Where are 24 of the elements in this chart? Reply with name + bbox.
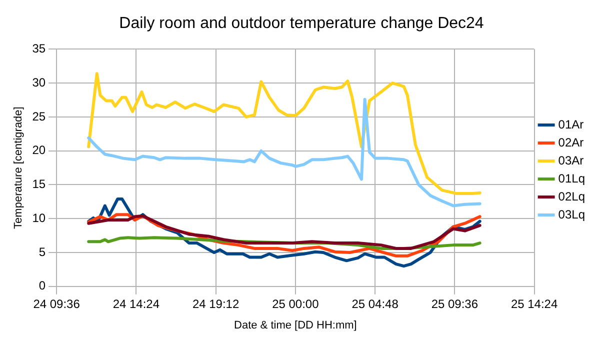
x-tick-label: 25 09:36: [431, 296, 478, 311]
y-tick-label: 25: [32, 109, 46, 124]
x-tick-label: 25 04:48: [352, 296, 399, 311]
chart-title: Daily room and outdoor temperature change Dec24: [119, 15, 484, 32]
legend-label: 02Ar: [558, 135, 584, 150]
x-axis-title: Date & time [DD HH:mm]: [234, 319, 357, 332]
x-tick-label: 24 14:24: [112, 296, 160, 311]
y-tick-label: 15: [32, 177, 46, 192]
x-tick-label: 25 00:00: [272, 296, 320, 311]
y-tick-label: 20: [32, 143, 46, 158]
x-tick-label: 25 14:24: [510, 296, 558, 311]
y-tick-label: 0: [38, 278, 46, 293]
legend-label: 03Ar: [558, 153, 584, 168]
legend-label: 01Ar: [558, 117, 584, 132]
x-tick-label: 24 19:12: [192, 296, 240, 311]
legend-label: 02Lq: [558, 189, 586, 204]
y-tick-label: 5: [38, 244, 46, 259]
y-axis-title: Temperature [centigrade]: [12, 106, 25, 229]
x-tick-label: 24 09:36: [33, 296, 80, 311]
y-tick-label: 30: [32, 75, 46, 90]
legend-label: 03Lq: [558, 207, 586, 222]
y-tick-label: 10: [32, 210, 46, 225]
legend-label: 01Lq: [558, 171, 586, 186]
y-tick-label: 35: [32, 42, 46, 56]
